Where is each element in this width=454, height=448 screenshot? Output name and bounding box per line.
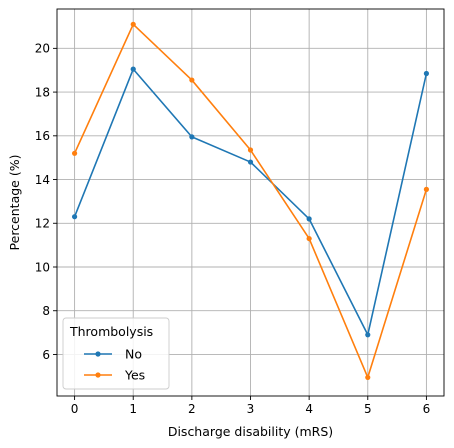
data-point-no xyxy=(365,332,371,338)
y-tick-label: 6 xyxy=(42,348,50,362)
y-tick-label: 8 xyxy=(42,304,50,318)
series-layer xyxy=(71,21,430,381)
x-tick-label: 6 xyxy=(423,402,431,416)
y-tick-label: 12 xyxy=(35,217,50,231)
grid xyxy=(57,9,444,396)
data-point-no xyxy=(423,70,430,77)
y-tick-label: 14 xyxy=(35,173,50,187)
x-tick-label: 3 xyxy=(247,402,255,416)
data-point-no xyxy=(306,216,312,222)
legend-box xyxy=(62,317,170,390)
legend-label-yes: Yes xyxy=(124,367,145,382)
data-point-yes xyxy=(306,235,312,242)
data-point-no xyxy=(247,159,254,165)
x-tick-label: 1 xyxy=(129,402,137,416)
data-point-no xyxy=(130,66,136,72)
y-axis-label: Percentage (%) xyxy=(7,155,22,251)
data-point-no xyxy=(189,134,195,140)
x-tick-label: 0 xyxy=(71,402,79,416)
data-point-no xyxy=(71,214,78,220)
legend-marker-no xyxy=(95,351,101,357)
legend-label-no: No xyxy=(125,346,142,361)
data-point-yes xyxy=(71,150,78,156)
data-point-yes xyxy=(130,21,136,27)
y-tick-label: 20 xyxy=(35,42,50,56)
x-axis-label: Discharge disability (mRS) xyxy=(168,424,333,439)
legend-marker-yes xyxy=(95,372,101,378)
x-tick-label: 4 xyxy=(305,402,313,416)
data-point-yes xyxy=(365,374,371,381)
x-tick-label: 5 xyxy=(364,402,372,416)
legend: Thrombolysis No Yes xyxy=(62,317,170,390)
legend-title: Thrombolysis xyxy=(69,324,153,339)
data-point-yes xyxy=(247,147,254,153)
data-point-yes xyxy=(423,186,430,192)
x-tick-label: 2 xyxy=(188,402,196,416)
data-point-yes xyxy=(189,77,195,83)
y-tick-label: 16 xyxy=(35,129,50,143)
y-tick-label: 10 xyxy=(35,260,50,274)
y-tick-label: 18 xyxy=(35,85,50,99)
